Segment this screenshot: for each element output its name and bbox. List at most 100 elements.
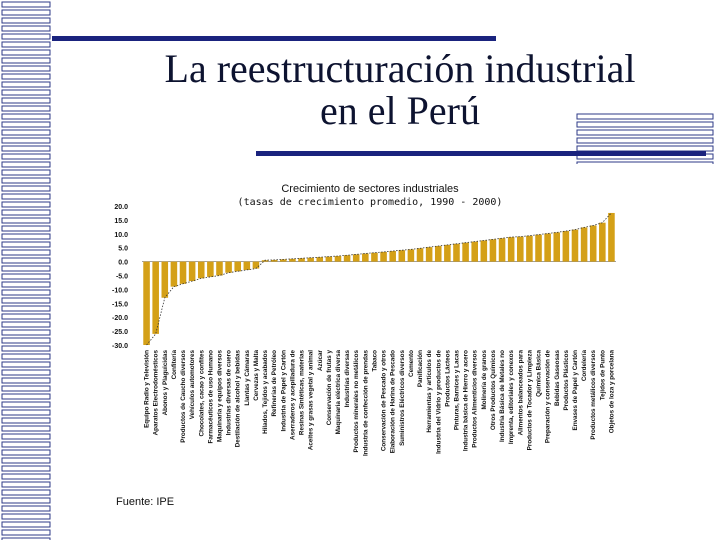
category-label: Panificación	[417, 350, 424, 387]
category-label: Cordelería	[581, 350, 588, 382]
category-label: Molinería de granos	[481, 350, 488, 410]
bar	[343, 255, 351, 262]
category-label: Chocolates, cacao y confites	[198, 350, 205, 437]
slide-title-line2: en el Perú	[320, 88, 480, 133]
y-tick-label: 5.0	[118, 246, 128, 253]
bar	[517, 236, 524, 262]
bar	[188, 261, 196, 282]
bar	[489, 239, 497, 262]
category-label: Maquinaria eléctrica diversa	[335, 350, 342, 435]
bar	[471, 241, 478, 262]
bar	[434, 246, 442, 262]
bar	[307, 257, 314, 262]
category-label: Alimentos balanceados para	[517, 350, 524, 436]
bar	[179, 261, 187, 284]
bar	[161, 261, 169, 298]
category-label: Cemento	[408, 350, 415, 377]
bar	[252, 261, 260, 269]
category-label: Cervezas y Malta	[253, 350, 260, 401]
y-tick-label: 15.0	[114, 218, 128, 225]
bar	[225, 261, 232, 273]
bar	[526, 235, 533, 262]
bar	[398, 250, 406, 262]
category-label: Productos Alimenticios diversos	[472, 350, 479, 448]
y-tick-label: -15.0	[112, 301, 128, 308]
category-label: Confitería	[171, 350, 178, 380]
bar	[352, 254, 360, 262]
bar	[270, 259, 278, 262]
chart-title: Crecimiento de sectores industriales	[281, 183, 459, 195]
category-label: Productos metálicos diversos	[590, 350, 597, 440]
bar	[544, 233, 551, 262]
category-label: Hilados, Tejidos y acabados	[262, 350, 269, 434]
category-label: Resinas Sintéticas, materias	[299, 350, 306, 436]
bar	[580, 227, 588, 262]
category-label: Imprenta, editoriales y conexos	[508, 350, 515, 445]
category-label: Tabaco	[371, 350, 378, 372]
bar	[425, 247, 433, 262]
bar	[197, 261, 205, 279]
bar	[152, 261, 159, 334]
bar	[207, 261, 214, 277]
category-label: Destilación de alcohol y bebidas	[235, 350, 242, 448]
bar	[553, 232, 561, 262]
category-label: Suministros Eléctricos diversos	[399, 350, 406, 446]
trend-line	[146, 212, 612, 346]
y-tick-label: -20.0	[112, 315, 128, 322]
y-tick-label: -5.0	[116, 274, 128, 281]
category-label: Aserraderos y acepilladura de	[289, 350, 296, 440]
category-label: Equipo Radio y Televisión	[144, 350, 151, 428]
y-tick-label: -25.0	[112, 329, 128, 336]
category-label: Elaboración de Harina de Pescado	[390, 350, 397, 453]
category-label: Otros Productos Químicos	[490, 350, 497, 431]
bar	[170, 261, 178, 287]
bar	[371, 252, 378, 262]
bar	[298, 258, 305, 262]
bar	[289, 258, 296, 262]
category-label: Vehículos automotores	[189, 350, 196, 420]
category-label: Productos de Caucho diversos	[180, 350, 187, 443]
category-label: Industria Básica de Metales no	[499, 350, 506, 442]
slide-title-line1: La reestructuración industrial	[164, 46, 636, 91]
category-label: Llantas y Cámaras	[244, 350, 251, 406]
category-label: Envases de Papel y Cartón	[572, 350, 579, 431]
bar	[143, 261, 150, 345]
bar	[608, 212, 615, 262]
category-label: Pinturas, Barnices y Lacas	[453, 350, 460, 431]
bar	[562, 231, 570, 262]
category-label: Refinerías de Petróleo	[271, 350, 278, 417]
bar	[389, 251, 396, 262]
category-label: Productos minerales no metálicos	[353, 350, 360, 453]
y-tick-label: 10.0	[114, 232, 128, 239]
category-label: Conservación de Pescado y otros	[381, 350, 388, 452]
category-label: Farmacéuticos de uso Humano	[207, 350, 214, 444]
category-label: Aparatos Electrodomésticos	[153, 350, 160, 436]
title-rule-top	[52, 36, 496, 41]
y-tick-label: -30.0	[112, 343, 128, 350]
category-label: Productos Lácteos	[444, 350, 451, 407]
bar	[261, 260, 269, 262]
category-label: Objetos de loza y porcelana	[608, 350, 615, 434]
category-label: Productos de Tocador y Limpieza	[526, 350, 533, 451]
category-label: Conservación de frutas y	[326, 350, 333, 426]
title-rule-bottom	[256, 151, 706, 156]
bar	[444, 244, 451, 262]
y-tick-label: -10.0	[112, 287, 128, 294]
category-label: Industria de Papel y Cartón	[280, 350, 287, 432]
category-label: Química Básica	[536, 350, 543, 397]
chart-title-block: Crecimiento de sectores industriales (ta…	[140, 183, 600, 209]
y-tick-label: 0.0	[118, 260, 128, 267]
bar	[234, 261, 241, 272]
bar	[362, 253, 369, 262]
category-label: Aceites y grasas vegetal y animal	[308, 350, 315, 450]
bar-chart: 20.0 15.0 10.0 5.0 0.0 -5.0 -10.0 -15.0 -20.0 -25…	[112, 204, 616, 456]
bar	[416, 248, 424, 262]
bar	[535, 234, 542, 262]
bar	[407, 249, 415, 262]
decorative-stripes-right	[576, 113, 714, 164]
bar	[334, 256, 342, 262]
bar	[243, 261, 251, 270]
category-label: Industrias diversas	[344, 350, 351, 408]
bar	[462, 242, 469, 262]
chart-subtitle: (tasas de crecimiento promedio, 1990 - 2…	[237, 197, 503, 208]
